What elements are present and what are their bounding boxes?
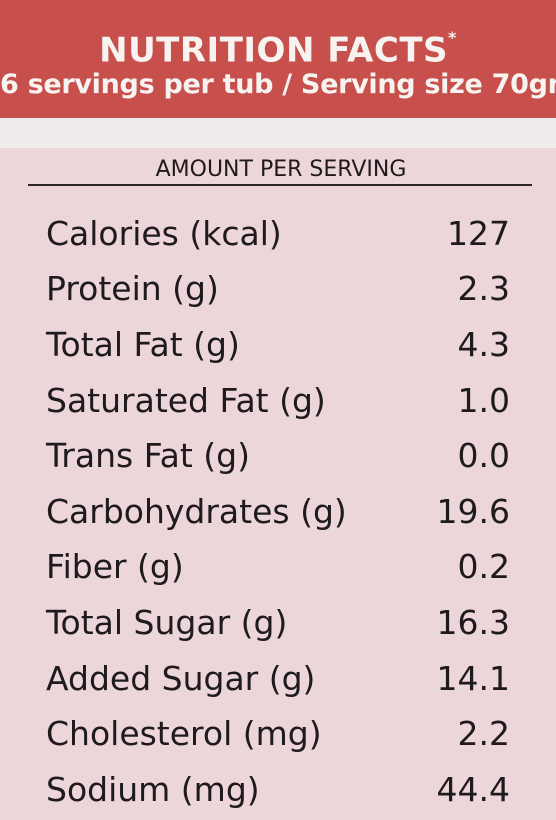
- heading-rule: [28, 184, 532, 186]
- divider-band: [0, 118, 556, 148]
- nutrition-header: NUTRITION FACTS* 6 servings per tub / Se…: [0, 0, 556, 118]
- nutrient-row-total-fat: Total Fat (g) 4.3: [46, 317, 510, 373]
- nutrient-value: 2.3: [457, 269, 510, 309]
- nutrient-row-fiber: Fiber (g) 0.2: [46, 540, 510, 596]
- title-asterisk: *: [448, 28, 457, 47]
- nutrient-value: 0.2: [457, 547, 510, 587]
- nutrient-label: Trans Fat (g): [46, 436, 250, 476]
- nutrient-label: Protein (g): [46, 269, 219, 309]
- nutrient-value: 2.2: [457, 714, 510, 754]
- nutrient-row-sodium: Sodium (mg) 44.4: [46, 762, 510, 818]
- nutrient-label: Fiber (g): [46, 547, 184, 587]
- nutrient-row-carbohydrates: Carbohydrates (g) 19.6: [46, 484, 510, 540]
- nutrient-value: 4.3: [457, 324, 510, 364]
- nutrient-label: Sodium (mg): [46, 769, 260, 809]
- nutrient-label: Total Fat (g): [46, 324, 240, 364]
- nutrient-label: Carbohydrates (g): [46, 491, 347, 531]
- nutrient-label: Total Sugar (g): [46, 602, 288, 642]
- nutrient-value: 0.0: [457, 436, 510, 476]
- nutrient-row-total-sugar: Total Sugar (g) 16.3: [46, 595, 510, 651]
- title-text: NUTRITION FACTS: [99, 30, 449, 71]
- amount-per-serving-heading: AMOUNT PER SERVING: [155, 157, 407, 182]
- nutrient-row-calories: Calories (kcal) 127: [46, 206, 510, 262]
- nutrient-label: Added Sugar (g): [46, 658, 316, 698]
- nutrient-value: 1.0: [457, 380, 510, 420]
- page-title: NUTRITION FACTS*: [0, 24, 556, 70]
- nutrient-value: 16.3: [436, 602, 510, 642]
- nutrient-row-saturated-fat: Saturated Fat (g) 1.0: [46, 373, 510, 429]
- nutrient-label: Calories (kcal): [46, 213, 282, 253]
- nutrient-label: Saturated Fat (g): [46, 380, 326, 420]
- nutrient-row-protein: Protein (g) 2.3: [46, 262, 510, 318]
- nutrient-value: 19.6: [436, 491, 510, 531]
- nutrient-row-trans-fat: Trans Fat (g) 0.0: [46, 428, 510, 484]
- nutrition-panel: [0, 148, 556, 820]
- nutrient-table: Calories (kcal) 127 Protein (g) 2.3 Tota…: [46, 206, 510, 818]
- nutrient-value: 44.4: [436, 769, 510, 809]
- nutrient-row-added-sugar: Added Sugar (g) 14.1: [46, 651, 510, 707]
- nutrient-value: 127: [447, 213, 510, 253]
- serving-info: 6 servings per tub / Serving size 70gm: [0, 69, 556, 100]
- nutrient-row-cholesterol: Cholesterol (mg) 2.2: [46, 706, 510, 762]
- nutrient-label: Cholesterol (mg): [46, 714, 322, 754]
- nutrient-value: 14.1: [436, 658, 510, 698]
